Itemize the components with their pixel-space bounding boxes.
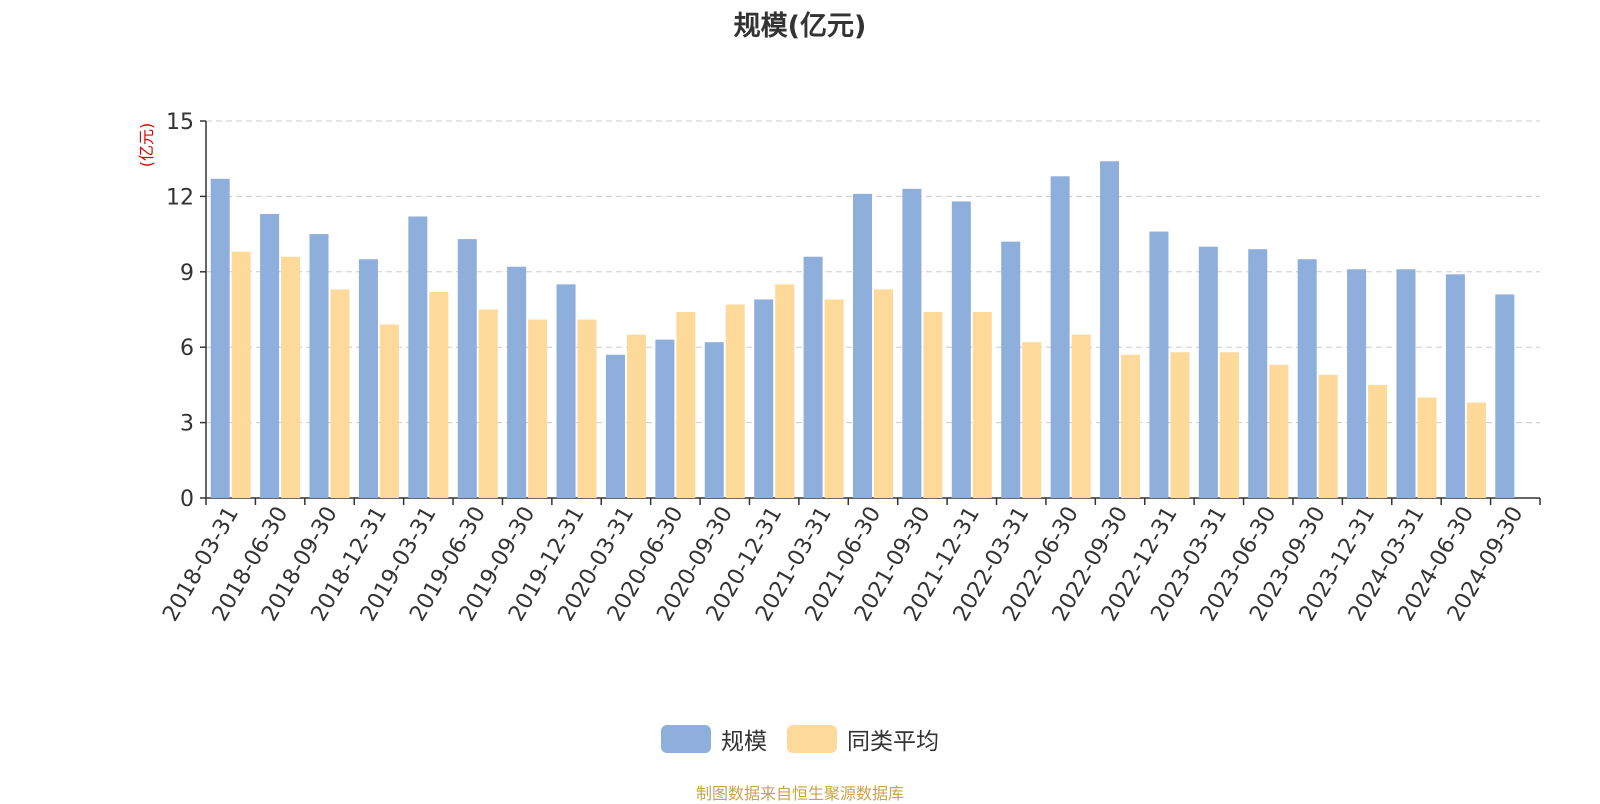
bar-peer-average-2021-12-31 [972, 312, 992, 498]
bar-peer-average-2020-12-31 [775, 284, 795, 498]
bar-peer-average-2023-12-31 [1368, 384, 1388, 498]
bar-peer-average-2019-09-30 [528, 319, 548, 498]
bar-peer-average-2024-03-31 [1417, 397, 1437, 498]
bar-scale-2018-03-31 [210, 178, 230, 498]
bar-peer-average-2020-06-30 [676, 312, 696, 498]
bar-scale-2020-09-30 [704, 342, 724, 498]
bar-scale-2024-09-30 [1495, 294, 1515, 498]
bar-peer-average-2023-06-30 [1269, 364, 1289, 498]
bar-peer-average-2024-06-30 [1466, 402, 1486, 498]
bar-peer-average-2023-03-31 [1219, 352, 1239, 498]
bar-scale-2020-03-31 [605, 354, 625, 498]
bar-scale-2021-12-31 [951, 201, 971, 498]
bar-peer-average-2022-12-31 [1170, 352, 1190, 498]
bar-scale-2019-06-30 [457, 239, 477, 499]
bar-scale-2018-09-30 [309, 234, 329, 498]
bar-scale-2018-06-30 [260, 213, 280, 498]
y-tick-label: 0 [180, 487, 194, 512]
bar-peer-average-2021-06-30 [874, 289, 893, 498]
bar-scale-2021-06-30 [853, 193, 872, 499]
bar-scale-2023-06-30 [1248, 249, 1268, 498]
bar-scale-2020-06-30 [655, 339, 675, 498]
bar-scale-2022-12-31 [1149, 231, 1169, 498]
bar-scale-2022-03-31 [1001, 241, 1021, 498]
bar-peer-average-2021-09-30 [923, 312, 943, 498]
bar-scale-2019-09-30 [507, 266, 527, 498]
bar-scale-2021-09-30 [902, 188, 922, 499]
bar-peer-average-2022-03-31 [1022, 342, 1042, 498]
bar-scale-2019-03-31 [408, 216, 428, 499]
bar-scale-2021-03-31 [803, 256, 823, 498]
bar-peer-average-2021-03-31 [824, 299, 844, 498]
bar-peer-average-2018-09-30 [330, 289, 350, 498]
y-tick-label: 15 [166, 110, 194, 135]
bar-peer-average-2019-03-31 [429, 291, 449, 498]
bar-peer-average-2018-06-30 [281, 256, 301, 498]
bar-peer-average-2023-09-30 [1318, 374, 1338, 498]
bar-scale-2020-12-31 [754, 299, 774, 498]
bar-peer-average-2018-12-31 [379, 324, 399, 498]
bar-peer-average-2022-06-30 [1071, 334, 1091, 498]
y-tick-label: 6 [180, 336, 194, 361]
bar-scale-2019-12-31 [556, 284, 576, 498]
y-tick-label: 12 [166, 185, 194, 210]
y-tick-label: 3 [180, 412, 194, 437]
bar-peer-average-2018-03-31 [231, 251, 251, 498]
legend-swatch-scale [661, 725, 711, 753]
source-note: 制图数据来自恒生聚源数据库 [695, 784, 904, 803]
y-tick-label: 9 [180, 261, 194, 286]
legend-label-peer-average: 同类平均 [847, 729, 939, 755]
legend-item-scale[interactable]: 规模 [661, 722, 767, 756]
bar-scale-2024-06-30 [1445, 274, 1465, 498]
bar-scale-2024-03-31 [1396, 269, 1416, 498]
bar-scale-2022-09-30 [1100, 161, 1120, 499]
bar-peer-average-2019-06-30 [478, 309, 498, 498]
bar-peer-average-2019-12-31 [577, 319, 597, 498]
bar-peer-average-2020-09-30 [725, 304, 745, 498]
bar-peer-average-2020-03-31 [626, 334, 646, 498]
chart-title: 规模(亿元) [733, 11, 867, 42]
legend-label-scale: 规模 [721, 729, 767, 755]
legend-swatch-peer-average [787, 725, 837, 753]
legend: 规模 同类平均 [0, 722, 1600, 756]
legend-item-peer-average[interactable]: 同类平均 [787, 722, 939, 756]
y-axis-label: (亿元) [137, 123, 156, 168]
bar-scale-2023-09-30 [1297, 259, 1317, 498]
bar-peer-average-2022-09-30 [1121, 354, 1141, 498]
bar-scale-2018-12-31 [358, 259, 378, 498]
bar-scale-2022-06-30 [1050, 176, 1070, 498]
bar-scale-2023-12-31 [1347, 269, 1367, 498]
bar-scale-2023-03-31 [1198, 246, 1218, 498]
